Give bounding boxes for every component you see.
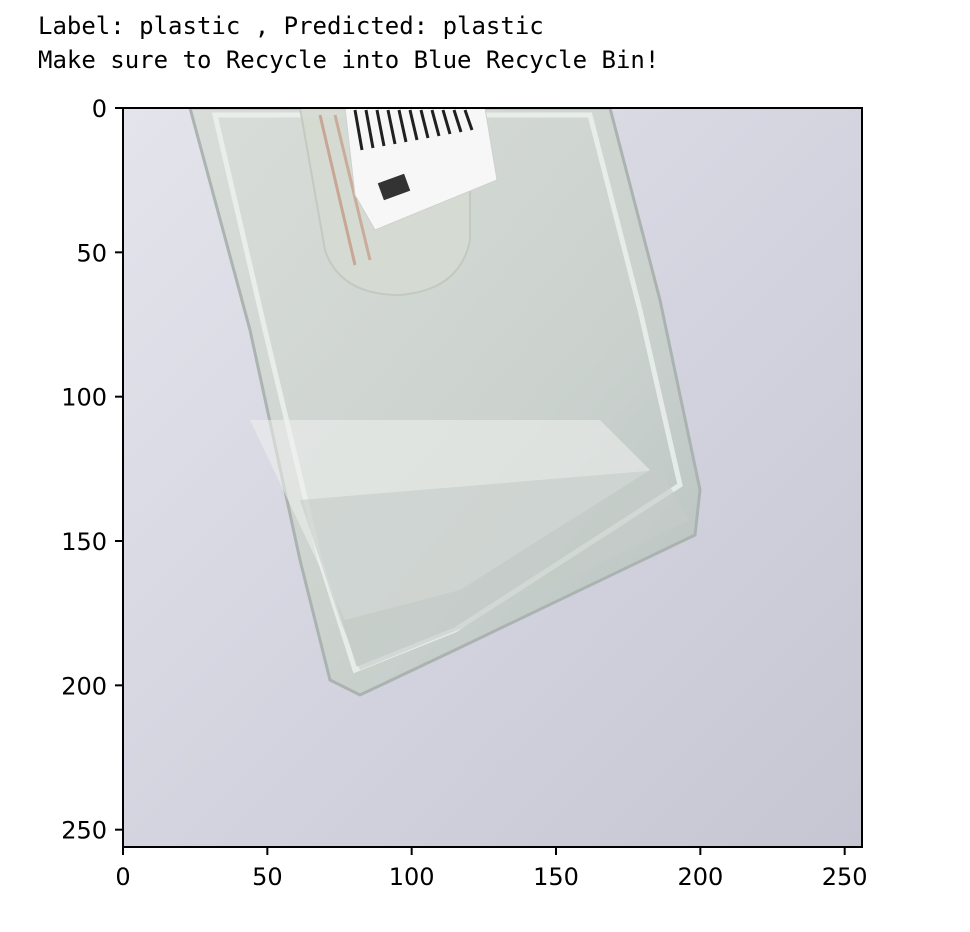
y-tick-label: 0 [92,95,107,123]
x-tick-label: 0 [115,863,130,891]
x-axis: 0 50 100 150 200 250 [115,847,868,891]
barcode-label [344,108,498,231]
y-tick-label: 200 [61,672,107,700]
x-tick-label: 200 [677,863,723,891]
x-tick-label: 100 [389,863,435,891]
x-tick-label: 50 [252,863,283,891]
title-line-2: Make sure to Recycle into Blue Recycle B… [38,46,660,74]
plastic-container-shape [188,108,702,697]
title-line-1: Label: plastic , Predicted: plastic [38,12,544,40]
y-tick-label: 50 [76,239,107,267]
x-tick-label: 150 [533,863,579,891]
y-tick-label: 150 [61,528,107,556]
y-axis: 0 50 100 150 200 250 [61,95,123,845]
y-tick-label: 250 [61,817,107,845]
image-content [123,108,862,847]
axes-frame [122,107,863,848]
y-tick-label: 100 [61,384,107,412]
x-tick-label: 250 [822,863,868,891]
